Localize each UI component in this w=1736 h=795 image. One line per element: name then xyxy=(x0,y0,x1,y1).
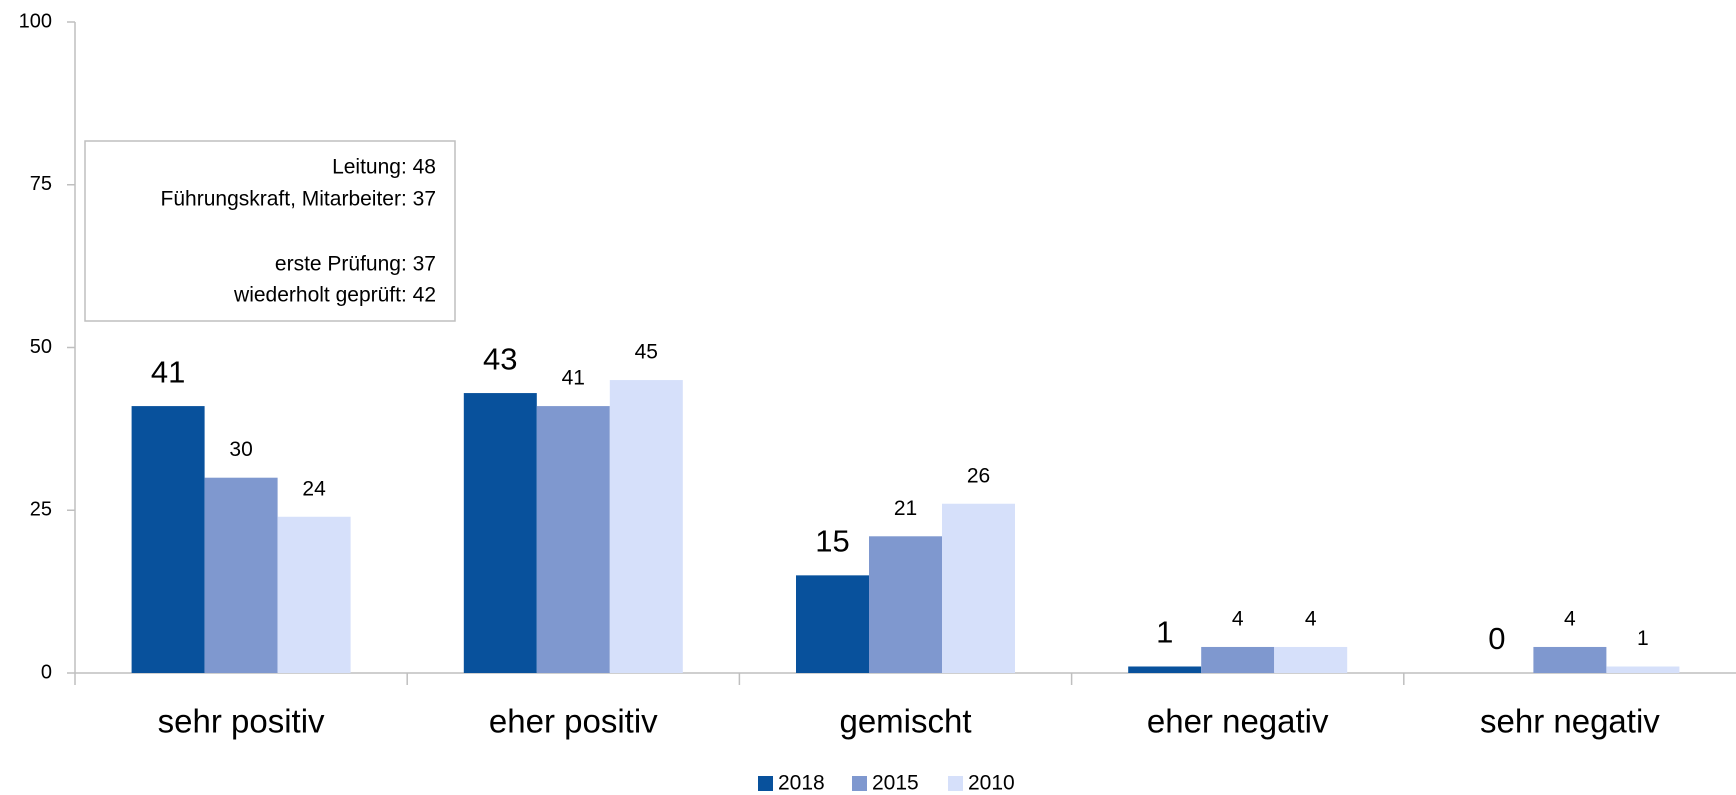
x-tick-label: eher negativ xyxy=(1147,703,1329,740)
data-label: 1 xyxy=(1637,627,1649,650)
data-label: 15 xyxy=(815,524,849,559)
legend-swatch xyxy=(948,776,963,791)
legend-label: 2015 xyxy=(872,772,919,795)
x-tick-label: gemischt xyxy=(839,703,971,740)
bar xyxy=(796,575,869,673)
data-label: 4 xyxy=(1305,608,1317,631)
bar xyxy=(1274,646,1348,673)
data-label: 30 xyxy=(229,438,252,461)
annotation-box xyxy=(84,140,456,322)
bar xyxy=(131,406,205,673)
data-label: 1 xyxy=(1156,615,1173,650)
data-label: 45 xyxy=(635,341,658,364)
bar xyxy=(463,393,537,673)
bar xyxy=(1201,646,1275,673)
x-tick-label: eher positiv xyxy=(489,703,658,740)
annotation-text: wiederholt geprüft: 42 xyxy=(233,284,436,307)
x-tick-label: sehr negativ xyxy=(1480,703,1660,740)
legend-label: 2018 xyxy=(778,772,825,795)
y-tick-label: 0 xyxy=(41,661,52,683)
legend-swatch xyxy=(852,776,867,791)
data-label: 41 xyxy=(151,354,185,389)
annotation-text: Führungskraft, Mitarbeiter: 37 xyxy=(161,188,436,211)
data-label: 0 xyxy=(1488,621,1505,656)
bar xyxy=(609,380,683,673)
y-tick-label: 75 xyxy=(30,173,52,195)
data-label: 41 xyxy=(562,367,585,390)
x-tick-label: sehr positiv xyxy=(158,703,325,740)
data-label: 26 xyxy=(967,464,990,487)
bar xyxy=(277,516,351,673)
annotation-text: erste Prüfung: 37 xyxy=(275,253,436,276)
legend-swatch xyxy=(758,776,773,791)
y-tick-label: 25 xyxy=(30,499,52,521)
y-tick-label: 100 xyxy=(19,10,52,32)
data-label: 4 xyxy=(1232,608,1244,631)
bar xyxy=(204,477,278,673)
data-label: 4 xyxy=(1564,608,1576,631)
bar xyxy=(869,536,942,673)
bar xyxy=(1533,646,1607,673)
data-label: 24 xyxy=(302,477,326,500)
bar xyxy=(1606,666,1680,673)
bar xyxy=(536,406,610,673)
data-label: 21 xyxy=(894,497,917,520)
data-label: 43 xyxy=(483,341,517,376)
bar xyxy=(1128,666,1202,673)
y-tick-label: 50 xyxy=(30,336,52,358)
bar xyxy=(942,503,1015,673)
legend-label: 2010 xyxy=(968,772,1015,795)
annotation-text: Leitung: 48 xyxy=(332,156,436,179)
